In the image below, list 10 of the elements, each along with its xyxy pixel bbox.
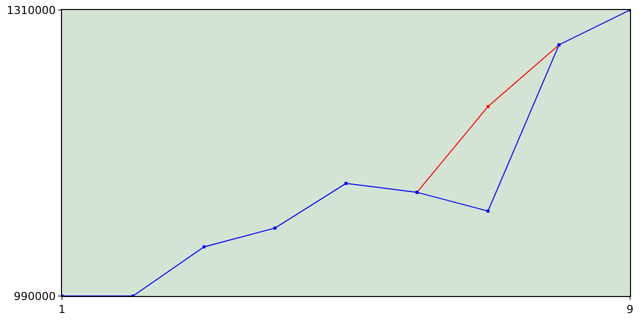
- point: [344, 182, 348, 185]
- y-tick-label: 1310000: [6, 4, 56, 17]
- x-tick-label: 1: [58, 303, 66, 316]
- point: [274, 226, 276, 230]
- x-tick-label: 9: [626, 303, 634, 316]
- y-tick-label: 990000: [14, 290, 56, 303]
- point: [486, 105, 490, 108]
- point: [202, 245, 206, 248]
- line-series: [62, 10, 630, 296]
- point: [486, 210, 490, 213]
